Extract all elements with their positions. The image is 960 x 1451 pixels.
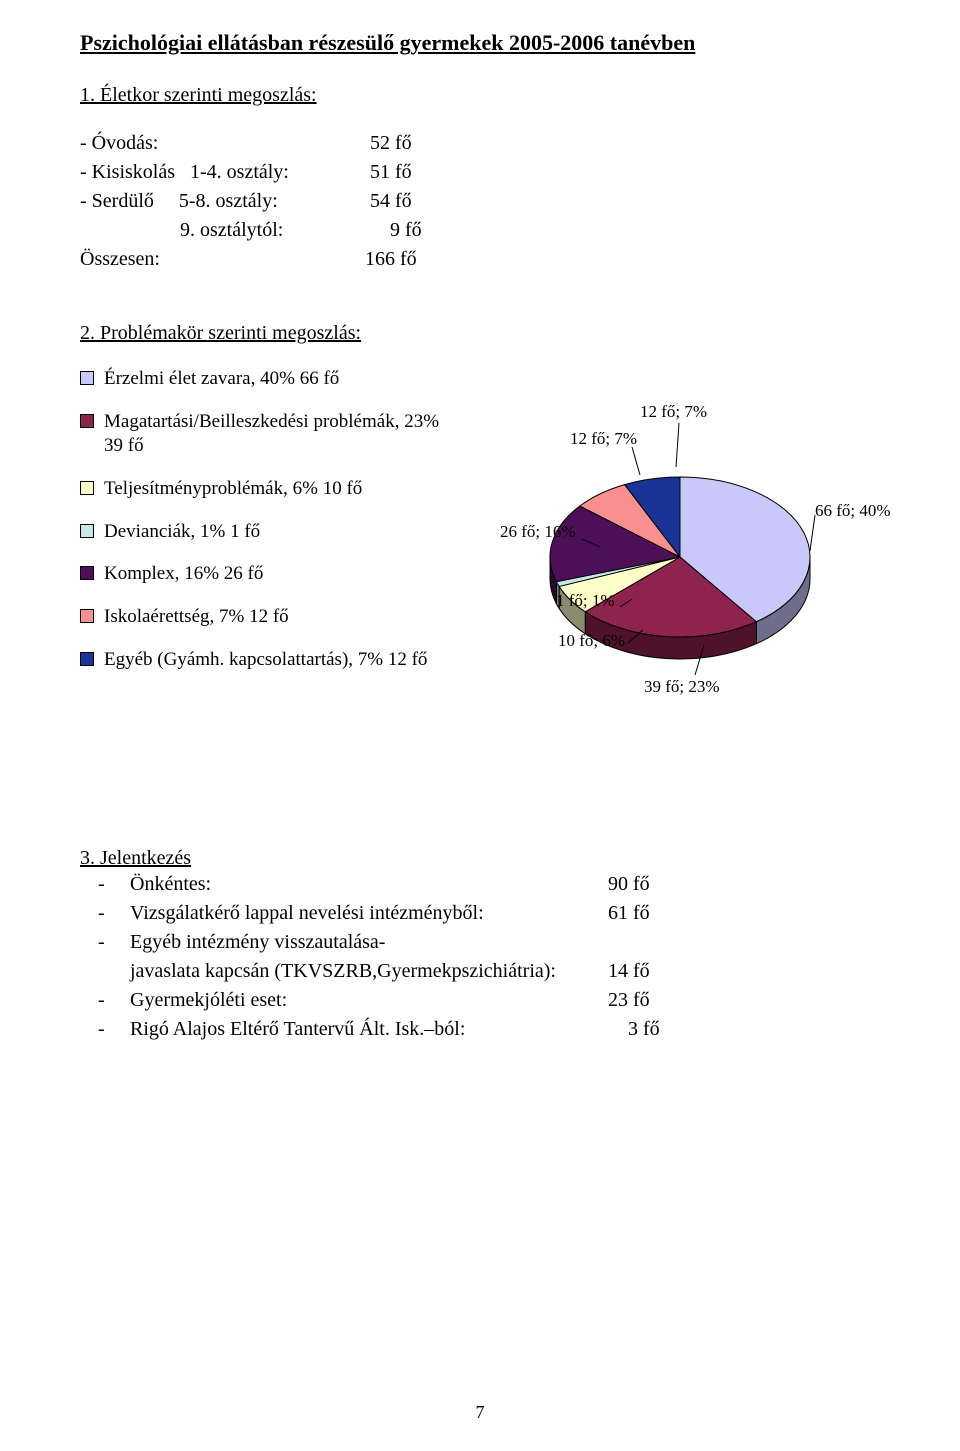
pie-area: 66 fő; 40% 39 fő; 23% 10 fő; 6% 1 fő; 1%… — [480, 367, 880, 757]
row-label: Gyermekjóléti eset: — [130, 986, 608, 1015]
row-value: 90 fő — [608, 870, 650, 899]
legend-label: Iskolaérettség, 7% 12 fő — [104, 605, 289, 630]
row-value: 9 fő — [380, 216, 422, 245]
row-label: Egyéb intézmény visszautalása- — [130, 928, 385, 957]
pie-data-label: 10 fő; 6% — [558, 631, 625, 651]
pie-data-label: 12 fő; 7% — [640, 402, 707, 422]
legend-label-line: 39 fő — [104, 434, 439, 459]
dash-icon: - — [98, 986, 130, 1015]
row-label: - Kisiskolás 1-4. osztály: — [80, 158, 370, 187]
legend-item: Érzelmi élet zavara, 40% 66 fő — [80, 367, 480, 392]
row-value: 3 fő — [618, 1015, 660, 1044]
section3-row: - Gyermekjóléti eset: 23 fő — [80, 986, 880, 1015]
legend-swatch-icon — [80, 524, 94, 538]
legend-item: Komplex, 16% 26 fő — [80, 562, 480, 587]
pie-data-label: 12 fő; 7% — [570, 429, 637, 449]
section1-row: - Kisiskolás 1-4. osztály: 51 fő — [80, 158, 880, 187]
legend-item: Iskolaérettség, 7% 12 fő — [80, 605, 480, 630]
row-value: 61 fő — [608, 899, 650, 928]
legend-item: Magatartási/Beilleszkedési problémák, 23… — [80, 410, 480, 459]
row-value: 166 fő — [365, 245, 417, 274]
legend-swatch-icon — [80, 371, 94, 385]
legend-label: Komplex, 16% 26 fő — [104, 562, 263, 587]
legend-swatch-icon — [80, 414, 94, 428]
legend-label: Egyéb (Gyámh. kapcsolattartás), 7% 12 fő — [104, 648, 427, 673]
pie-data-label: 66 fő; 40% — [815, 501, 891, 521]
legend-item: Teljesítményproblémák, 6% 10 fő — [80, 477, 480, 502]
section3-row: - Önkéntes: 90 fő — [80, 870, 880, 899]
row-label: Önkéntes: — [130, 870, 608, 899]
legend-item: Devianciák, 1% 1 fő — [80, 520, 480, 545]
page-title: Pszichológiai ellátásban részesülő gyerm… — [80, 30, 880, 56]
legend-item: Egyéb (Gyámh. kapcsolattartás), 7% 12 fő — [80, 648, 480, 673]
legend-label: Érzelmi élet zavara, 40% 66 fő — [104, 367, 339, 392]
section1-row: - Serdülő 5-8. osztály: 54 fő — [80, 187, 880, 216]
section1-row: Összesen: 166 fő — [80, 245, 880, 274]
pie-chart: Érzelmi élet zavara, 40% 66 fő Magatartá… — [80, 367, 880, 757]
row-value: 14 fő — [608, 957, 650, 986]
pie-legend: Érzelmi élet zavara, 40% 66 fő Magatartá… — [80, 367, 480, 691]
row-value: 51 fő — [370, 158, 412, 187]
row-label: 9. osztálytól: — [80, 216, 380, 245]
row-label: - Óvodás: — [80, 129, 370, 158]
legend-swatch-icon — [80, 652, 94, 666]
section3-row: - Rigó Alajos Eltérő Tantervű Ált. Isk.–… — [80, 1015, 880, 1044]
section3-row: javaslata kapcsán (TKVSZRB,Gyermekpszich… — [80, 957, 880, 986]
pie-data-label: 1 fő; 1% — [556, 591, 615, 611]
section1-row: - Óvodás: 52 fő — [80, 129, 880, 158]
legend-label: Devianciák, 1% 1 fő — [104, 520, 260, 545]
section1-row: 9. osztálytól: 9 fő — [80, 216, 880, 245]
page-number: 7 — [0, 1402, 960, 1423]
legend-swatch-icon — [80, 609, 94, 623]
row-value: 23 fő — [608, 986, 650, 1015]
legend-swatch-icon — [80, 481, 94, 495]
row-label: Összesen: — [80, 245, 365, 274]
legend-label: Magatartási/Beilleszkedési problémák, 23… — [104, 410, 439, 459]
pie-data-label: 26 fő; 16% — [500, 522, 576, 542]
row-label: javaslata kapcsán (TKVSZRB,Gyermekpszich… — [130, 957, 608, 986]
row-label: Vizsgálatkérő lappal nevelési intézményb… — [130, 899, 608, 928]
dash-icon: - — [98, 870, 130, 899]
section1-heading: 1. Életkor szerinti megoszlás: — [80, 84, 880, 107]
legend-label-line: Magatartási/Beilleszkedési problémák, 23… — [104, 410, 439, 435]
section1-rows: - Óvodás: 52 fő - Kisiskolás 1-4. osztál… — [80, 129, 880, 274]
section3-heading: 3. Jelentkezés — [80, 847, 880, 870]
legend-swatch-icon — [80, 566, 94, 580]
section3-list: - Önkéntes: 90 fő - Vizsgálatkérő lappal… — [80, 870, 880, 1044]
legend-label: Teljesítményproblémák, 6% 10 fő — [104, 477, 362, 502]
section3-row: - Vizsgálatkérő lappal nevelési intézmén… — [80, 899, 880, 928]
row-label: - Serdülő 5-8. osztály: — [80, 187, 370, 216]
pie-data-label: 39 fő; 23% — [644, 677, 720, 697]
row-label: Rigó Alajos Eltérő Tantervű Ált. Isk.–bó… — [130, 1015, 618, 1044]
section2-heading: 2. Problémakör szerinti megoszlás: — [80, 322, 880, 345]
dash-icon — [98, 957, 130, 986]
row-value: 54 fő — [370, 187, 412, 216]
section3-row: - Egyéb intézmény visszautalása- — [80, 928, 880, 957]
dash-icon: - — [98, 1015, 130, 1044]
dash-icon: - — [98, 928, 130, 957]
dash-icon: - — [98, 899, 130, 928]
row-value: 52 fő — [370, 129, 412, 158]
